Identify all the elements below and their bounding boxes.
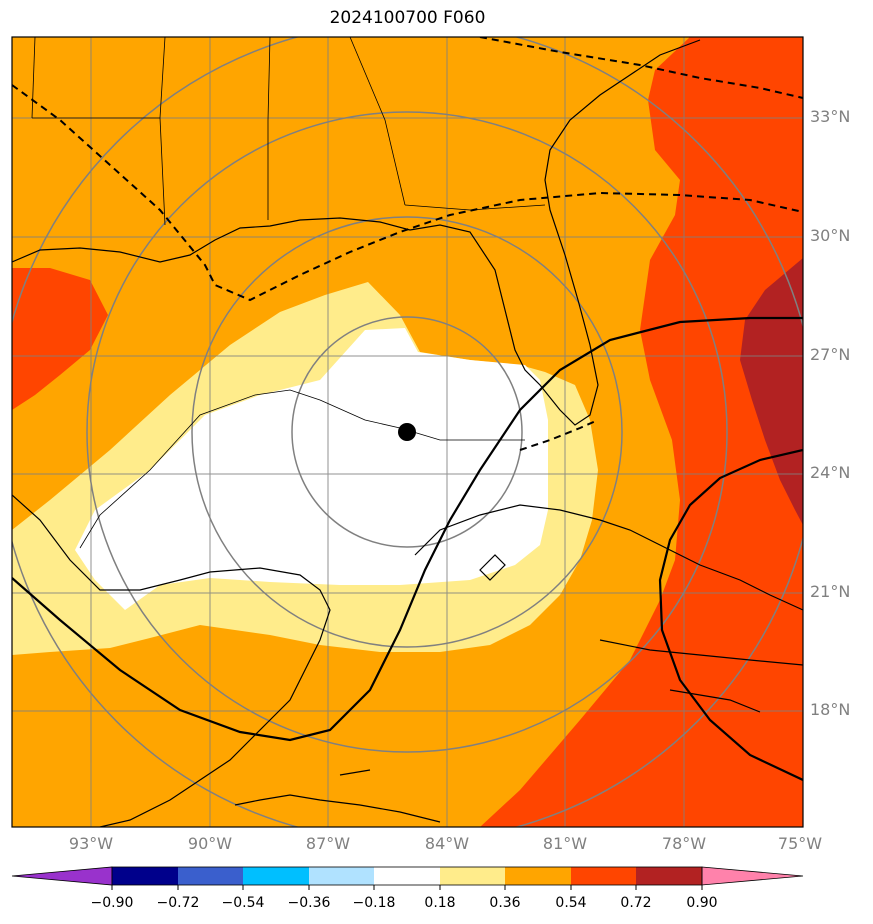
field-red-west	[12, 268, 108, 410]
colorbar-label: −0.72	[156, 895, 200, 911]
lat-label: 30°N	[810, 226, 851, 245]
colorbar-label: 0.36	[489, 895, 521, 911]
range-rings	[12, 37, 803, 827]
lat-label: 21°N	[810, 582, 851, 601]
lon-label: 84°W	[424, 834, 470, 853]
graticule	[12, 37, 803, 827]
colorbar-label: 0.54	[555, 895, 587, 911]
map-title: 2024100700 F060	[329, 8, 486, 28]
coastlines	[12, 39, 803, 827]
colorbar-bin	[309, 867, 374, 885]
colorbar-frame	[111, 866, 703, 886]
colorbar-bin	[505, 867, 571, 885]
field-red-east	[480, 37, 803, 827]
colorbar-bin	[112, 867, 178, 885]
colorbar-ticks	[111, 885, 703, 890]
lon-label: 81°W	[542, 834, 588, 853]
colorbar-extend-high	[701, 866, 804, 886]
colorbar-label: −0.18	[352, 895, 396, 911]
colorbar-bin	[571, 867, 636, 885]
colorbar-label: −0.54	[221, 895, 265, 911]
lat-label: 27°N	[810, 345, 851, 364]
lon-label: 87°W	[305, 834, 351, 853]
colorbar-bin	[636, 867, 702, 885]
lon-label: 90°W	[187, 834, 233, 853]
field-darkred-east	[740, 258, 803, 525]
colorbar-extend-low	[11, 866, 113, 886]
track-lines	[12, 316, 803, 781]
thin-contour	[79, 389, 525, 549]
lat-label: 18°N	[810, 700, 851, 719]
lon-label: 93°W	[68, 834, 114, 853]
state-borders	[31, 37, 546, 226]
colorbar-bin	[243, 867, 309, 885]
map-frame	[11, 36, 804, 828]
colorbar-bin	[440, 867, 505, 885]
colorbar-label: 0.72	[620, 895, 652, 911]
colorbar-label: −0.90	[90, 895, 134, 911]
storm-center-marker	[398, 423, 416, 441]
lon-label: 75°W	[777, 834, 823, 853]
colorbar-label: 0.90	[686, 895, 718, 911]
dashed-contours	[12, 37, 803, 451]
colorbar	[11, 866, 804, 890]
lat-label: 33°N	[810, 107, 851, 126]
colorbar-label: −0.36	[287, 895, 331, 911]
lat-label: 24°N	[810, 463, 851, 482]
colorbar-label: 0.18	[424, 895, 456, 911]
lon-label: 78°W	[661, 834, 707, 853]
colorbar-bin	[178, 867, 243, 885]
colorbar-bin	[374, 867, 440, 885]
